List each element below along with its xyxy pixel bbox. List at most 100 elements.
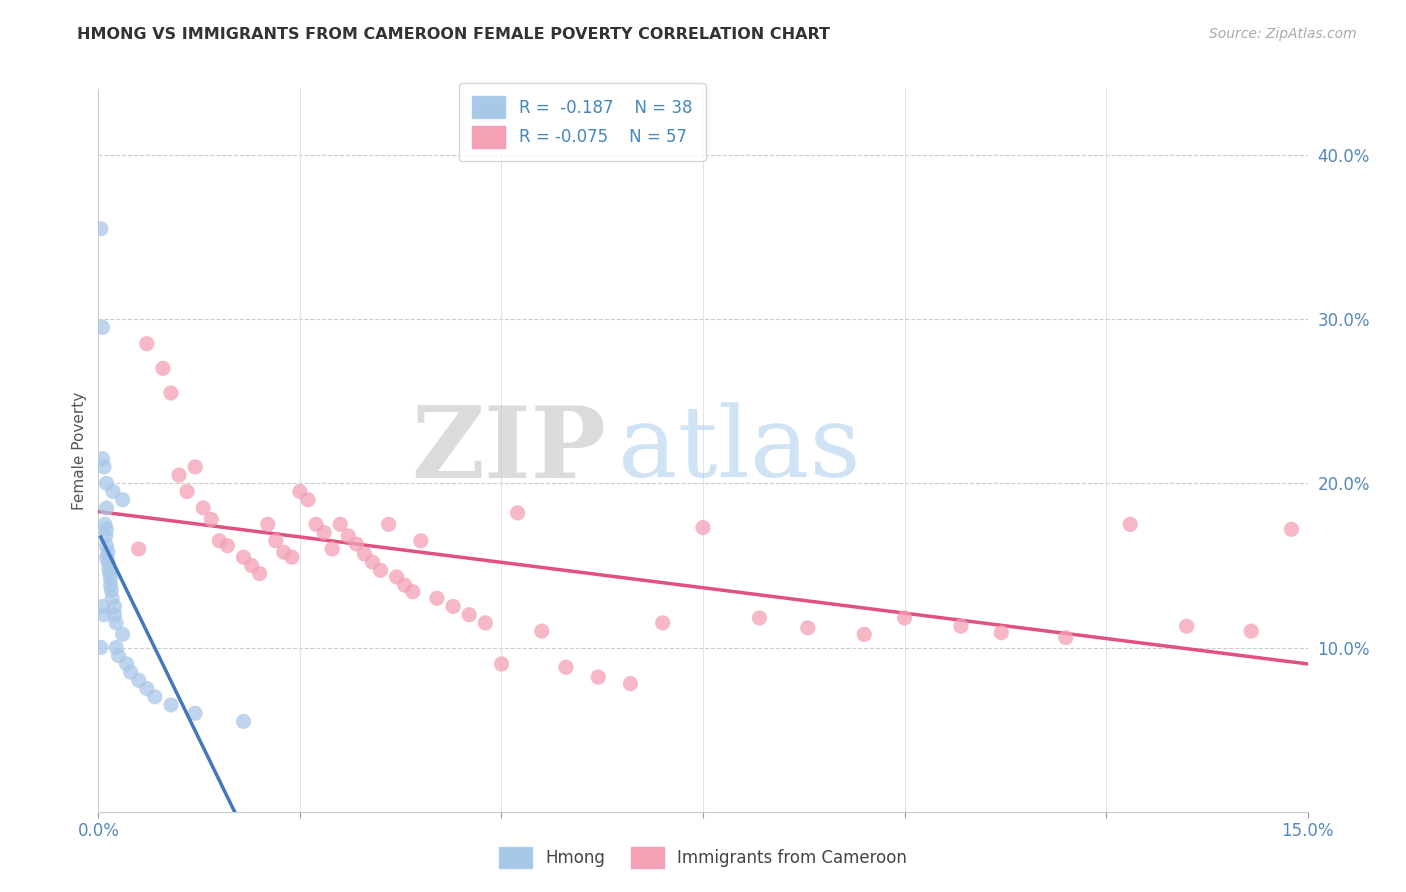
Point	[91, 320, 114, 334]
Point	[232, 714, 254, 729]
Point	[143, 690, 166, 704]
Point	[474, 615, 496, 630]
Point	[96, 476, 118, 491]
Point	[184, 706, 207, 721]
Point	[256, 517, 278, 532]
Point	[93, 607, 115, 622]
Point	[990, 625, 1012, 640]
Point	[893, 611, 915, 625]
Point	[96, 550, 118, 565]
Point	[353, 547, 375, 561]
Point	[128, 541, 150, 556]
Point	[100, 578, 122, 592]
Point	[111, 492, 134, 507]
Point	[385, 570, 408, 584]
Point	[200, 512, 222, 526]
Point	[152, 361, 174, 376]
Point	[111, 627, 134, 641]
Point	[949, 619, 972, 633]
Point	[120, 665, 142, 680]
Point	[337, 529, 360, 543]
Point	[344, 537, 367, 551]
Point	[100, 572, 122, 586]
Point	[1281, 522, 1303, 536]
Point	[96, 539, 118, 553]
Point	[103, 607, 125, 622]
Point	[305, 517, 328, 532]
Text: atlas: atlas	[619, 402, 860, 499]
Point	[586, 670, 609, 684]
Point	[530, 624, 553, 639]
Point	[167, 468, 190, 483]
Point	[281, 550, 304, 565]
Text: Source: ZipAtlas.com: Source: ZipAtlas.com	[1209, 27, 1357, 41]
Point	[90, 221, 112, 235]
Point	[96, 522, 118, 536]
Point	[377, 517, 399, 532]
Point	[135, 336, 157, 351]
Point	[105, 640, 128, 655]
Point	[619, 676, 641, 690]
Point	[232, 550, 254, 565]
Legend: R =  -0.187    N = 38, R = -0.075    N = 57: R = -0.187 N = 38, R = -0.075 N = 57	[458, 83, 706, 161]
Point	[98, 566, 121, 581]
Point	[115, 657, 138, 671]
Point	[748, 611, 770, 625]
Point	[93, 459, 115, 474]
Point	[103, 599, 125, 614]
Point	[101, 591, 124, 606]
Point	[402, 584, 425, 599]
Point	[208, 533, 231, 548]
Point	[101, 484, 124, 499]
Point	[797, 621, 820, 635]
Point	[1119, 517, 1142, 532]
Point	[217, 539, 239, 553]
Point	[853, 627, 876, 641]
Point	[1175, 619, 1198, 633]
Point	[97, 562, 120, 576]
Point	[264, 533, 287, 548]
Point	[1240, 624, 1263, 639]
Point	[107, 648, 129, 663]
Point	[249, 566, 271, 581]
Point	[91, 451, 114, 466]
Point	[555, 660, 578, 674]
Point	[329, 517, 352, 532]
Point	[105, 615, 128, 630]
Point	[184, 459, 207, 474]
Point	[409, 533, 432, 548]
Point	[96, 500, 118, 515]
Point	[370, 563, 392, 577]
Point	[394, 578, 416, 592]
Point	[193, 500, 215, 515]
Point	[135, 681, 157, 696]
Point	[240, 558, 263, 573]
Point	[1054, 631, 1077, 645]
Point	[97, 545, 120, 559]
Point	[97, 555, 120, 569]
Point	[651, 615, 673, 630]
Point	[160, 386, 183, 401]
Point	[160, 698, 183, 712]
Point	[297, 492, 319, 507]
Point	[273, 545, 295, 559]
Legend: Hmong, Immigrants from Cameroon: Hmong, Immigrants from Cameroon	[492, 840, 914, 875]
Point	[491, 657, 513, 671]
Point	[100, 582, 122, 597]
Point	[176, 484, 198, 499]
Point	[458, 607, 481, 622]
Point	[441, 599, 464, 614]
Point	[314, 525, 336, 540]
Point	[692, 521, 714, 535]
Point	[426, 591, 449, 606]
Point	[128, 673, 150, 688]
Point	[506, 506, 529, 520]
Text: ZIP: ZIP	[412, 402, 606, 499]
Point	[361, 555, 384, 569]
Point	[321, 541, 343, 556]
Point	[91, 599, 114, 614]
Y-axis label: Female Poverty: Female Poverty	[72, 392, 87, 509]
Point	[94, 529, 117, 543]
Point	[90, 640, 112, 655]
Point	[94, 517, 117, 532]
